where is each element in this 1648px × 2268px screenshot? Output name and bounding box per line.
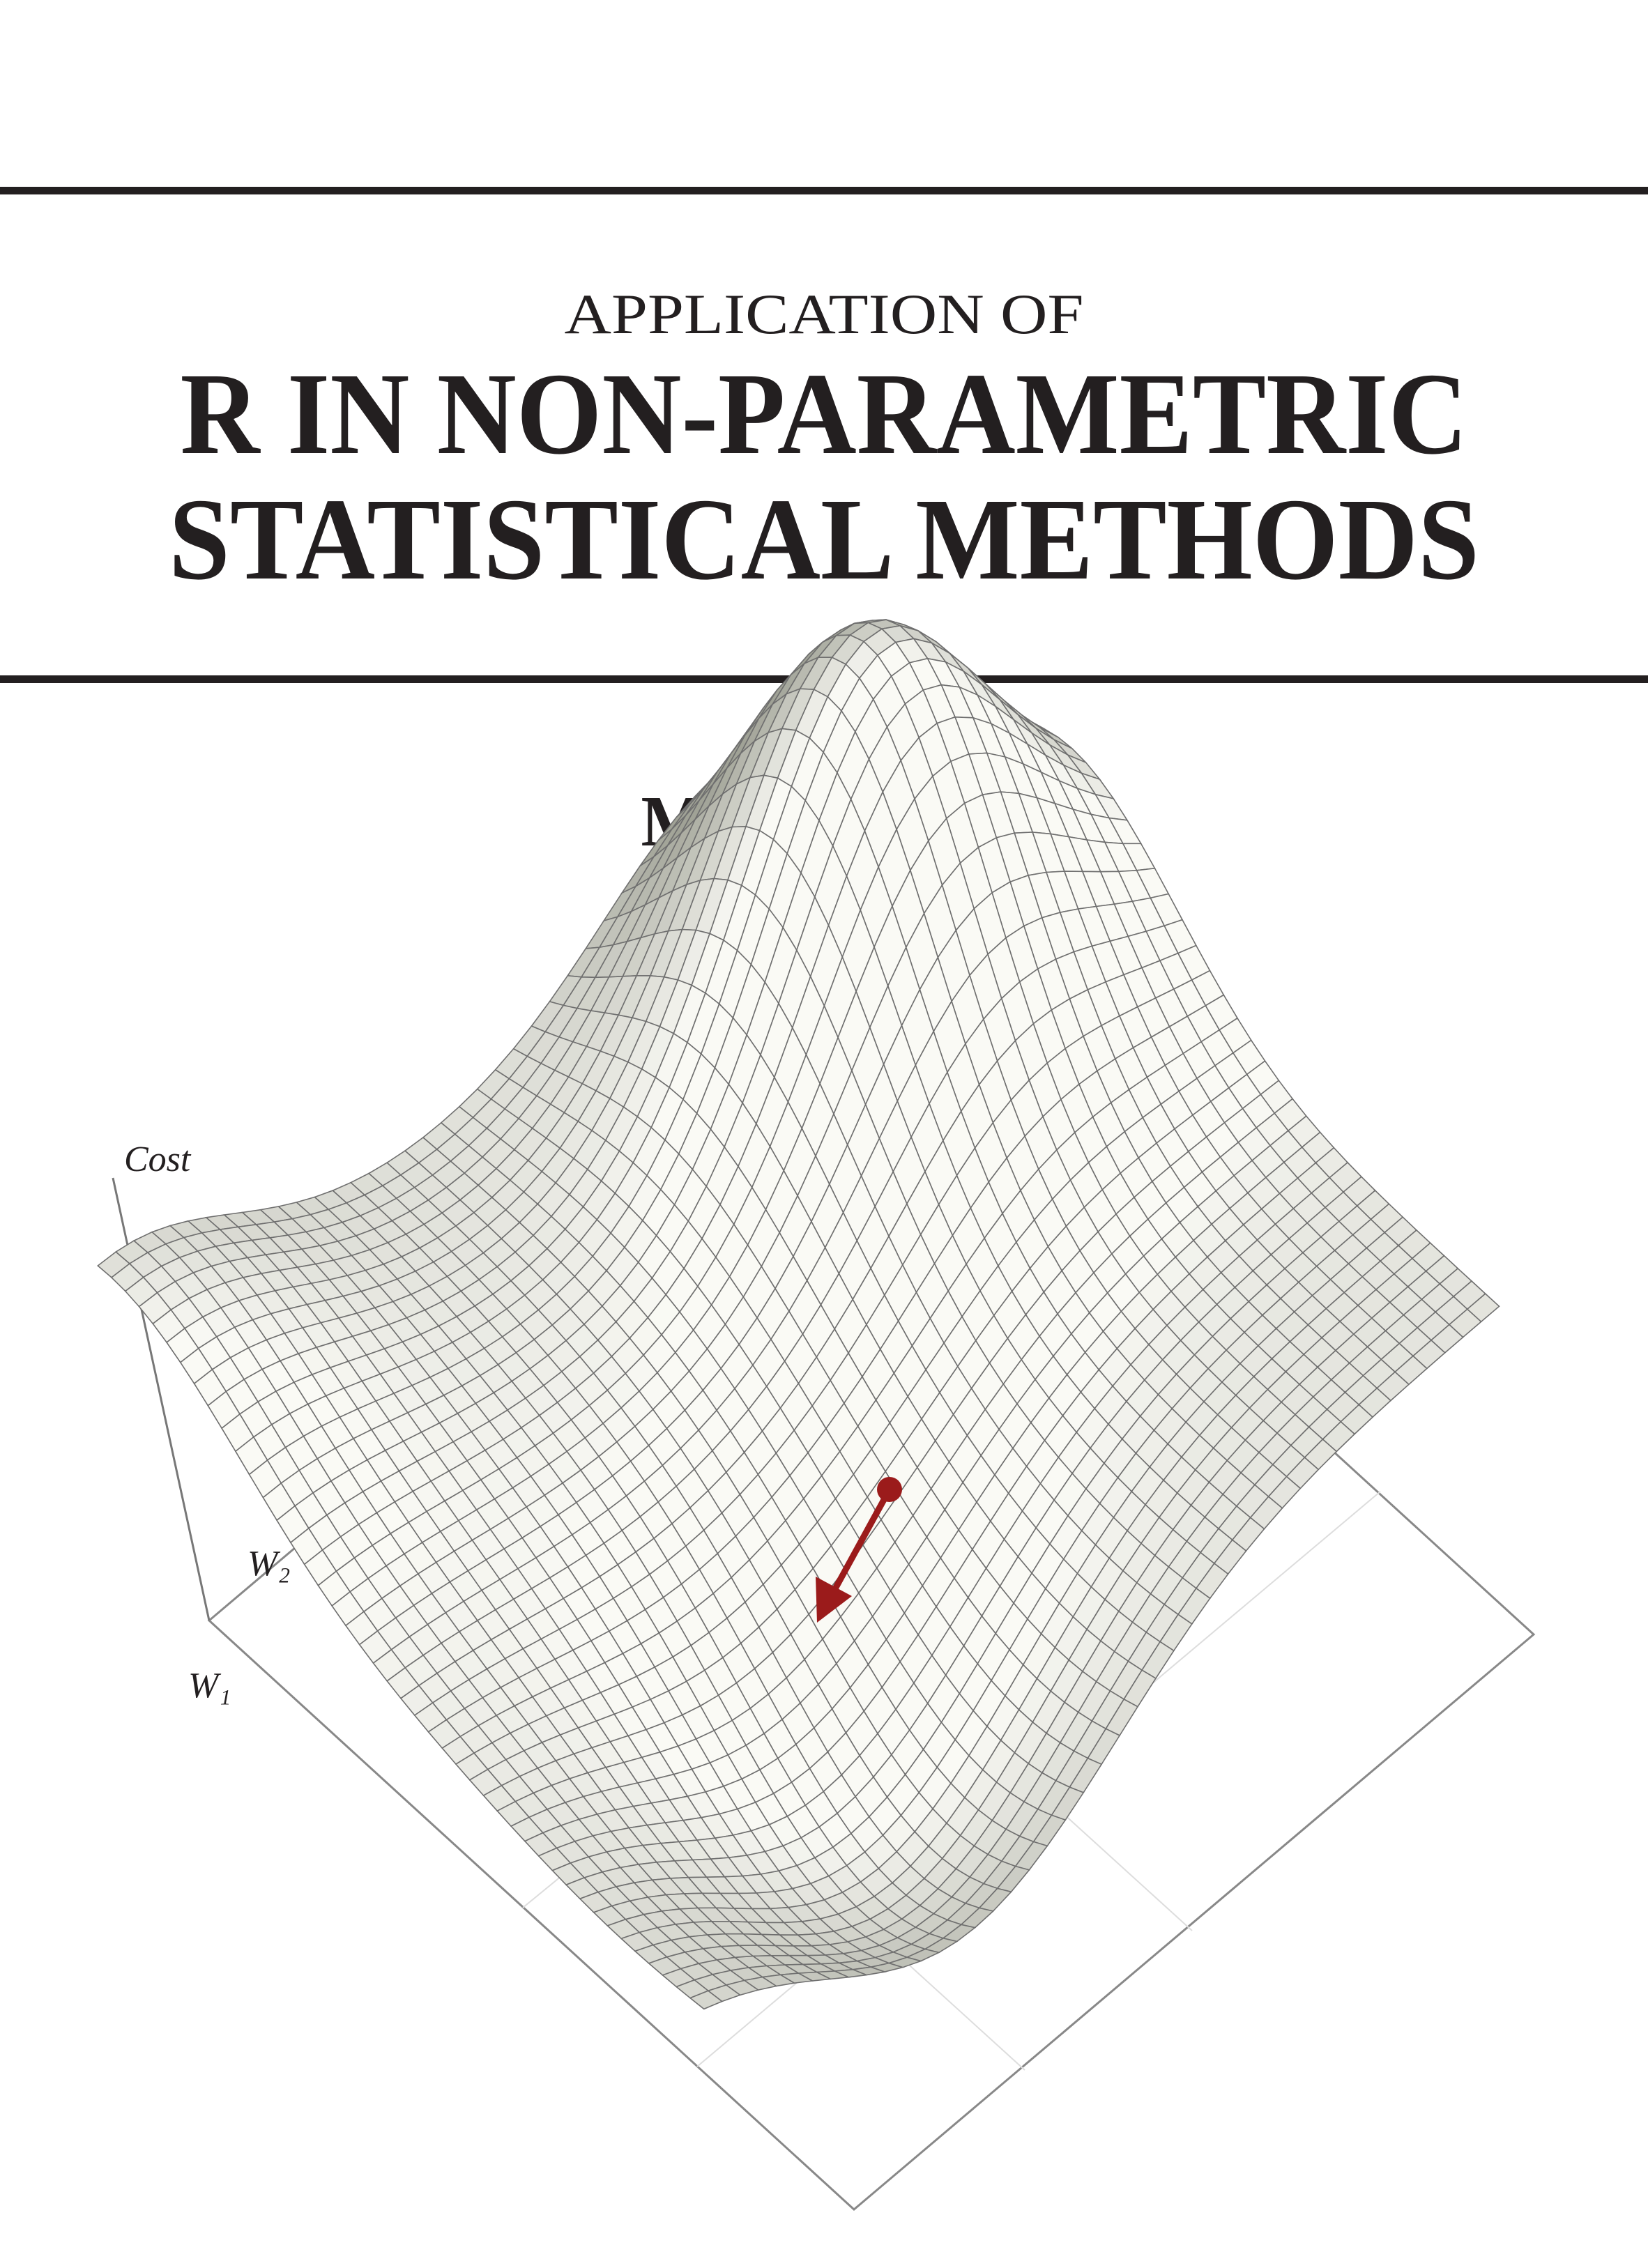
axis-label: W₂ — [247, 1544, 290, 1584]
top-rule — [0, 187, 1648, 194]
axis-label: Cost — [124, 1140, 192, 1179]
gradient-arrow — [830, 1487, 892, 1595]
surface-cell — [689, 1990, 724, 2010]
subtitle: APPLICATION OF — [565, 282, 1084, 346]
title-line: R IN NON-PARAMETRIC — [181, 349, 1468, 479]
arrow-origin — [877, 1477, 902, 1502]
surface — [97, 619, 1500, 2010]
illustration: Cost W₂ W₁ — [97, 619, 1536, 2211]
arrow-head — [816, 1577, 852, 1623]
title-line: STATISTICAL METHODS — [169, 475, 1479, 604]
axis-label: W₁ — [188, 1666, 231, 1706]
